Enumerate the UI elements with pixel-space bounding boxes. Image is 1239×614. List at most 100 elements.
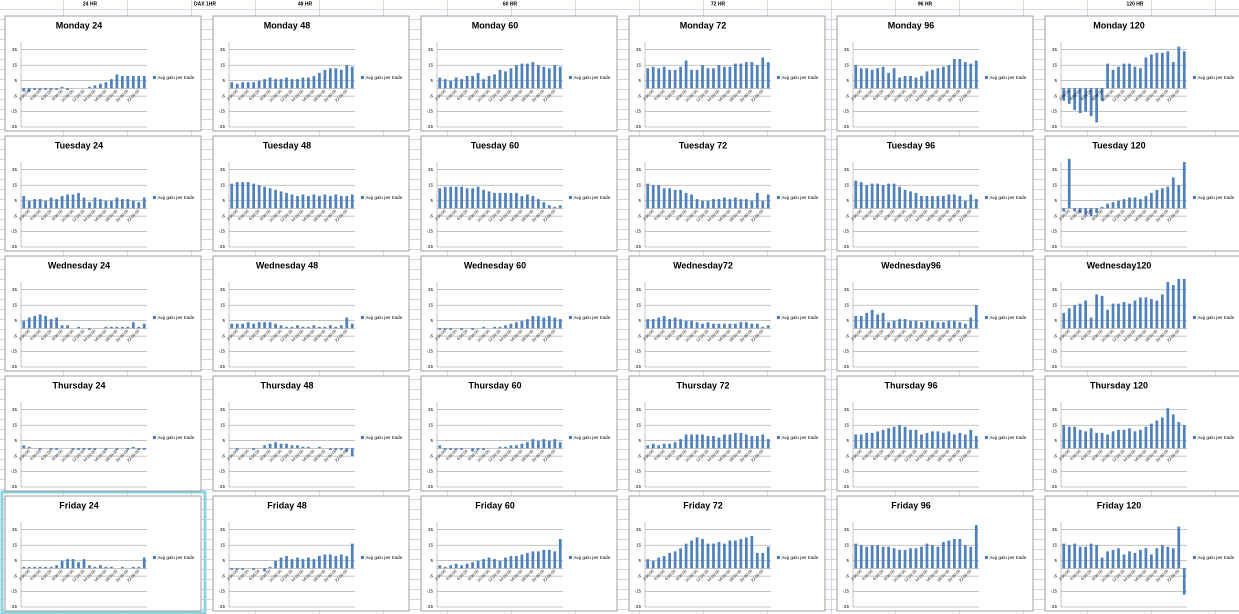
bar: [290, 194, 294, 209]
chart-frame[interactable]: [628, 15, 826, 132]
chart-title: Wednesday72: [673, 260, 733, 270]
chart-frame[interactable]: [420, 15, 618, 132]
bar: [969, 63, 973, 89]
chart-frame[interactable]: [4, 135, 202, 252]
chart-frame[interactable]: [628, 375, 826, 492]
legend-label: Avg gain per trade: [782, 555, 819, 560]
y-tick-label: -5: [221, 93, 225, 98]
bar: [723, 197, 726, 209]
chart-frame[interactable]: [4, 495, 202, 612]
bar: [328, 554, 332, 569]
bar: [99, 199, 102, 209]
y-tick-label: -15: [1050, 349, 1057, 354]
bar: [476, 448, 480, 450]
bar: [734, 197, 737, 209]
y-tick-label: -25: [634, 604, 641, 609]
chart-frame[interactable]: [1044, 255, 1239, 372]
bar: [1171, 285, 1175, 329]
bar: [520, 196, 524, 209]
chart-frame[interactable]: [836, 135, 1034, 252]
bar: [498, 326, 502, 329]
chart-frame[interactable]: [836, 15, 1034, 132]
bar: [876, 431, 880, 449]
y-tick-label: -25: [634, 124, 641, 129]
chart-frame[interactable]: [4, 375, 202, 492]
bar: [274, 189, 277, 209]
chart-title: Monday 60: [472, 20, 519, 30]
chart-frame[interactable]: [420, 135, 618, 252]
chart-frame[interactable]: [836, 255, 1034, 372]
bar: [766, 325, 770, 329]
chart-frame[interactable]: [628, 495, 826, 612]
bar: [679, 439, 682, 449]
chart-frame[interactable]: [628, 135, 826, 252]
bar: [952, 59, 956, 89]
legend-swatch: [569, 76, 572, 79]
chart-frame[interactable]: [4, 255, 202, 372]
chart-frame[interactable]: [212, 495, 410, 612]
bar: [909, 191, 912, 209]
y-tick-label: 15: [12, 422, 18, 427]
chart-frame[interactable]: [1044, 135, 1239, 252]
bar: [728, 323, 732, 329]
bar: [520, 554, 524, 569]
bar: [312, 559, 316, 569]
chart-frame[interactable]: [1044, 15, 1239, 132]
bar: [77, 326, 80, 329]
bar: [761, 552, 765, 569]
chart-title: Thursday 72: [676, 380, 729, 390]
chart-frame[interactable]: [628, 255, 826, 372]
y-tick-label: -15: [426, 229, 433, 234]
bar: [651, 185, 655, 209]
chart-frame[interactable]: [212, 375, 410, 492]
bar: [952, 194, 956, 209]
y-tick-label: -25: [1050, 244, 1057, 249]
bar: [230, 183, 234, 209]
bar: [755, 436, 759, 449]
bar: [235, 448, 239, 450]
chart-frame[interactable]: [420, 495, 618, 612]
legend-label: Avg gain per trade: [158, 555, 195, 560]
chart-frame[interactable]: [1044, 375, 1239, 492]
legend-swatch: [569, 436, 572, 439]
y-tick-label: -25: [426, 484, 433, 489]
bar: [920, 322, 923, 329]
bar: [1160, 52, 1164, 89]
chart-frame[interactable]: [836, 495, 1034, 612]
chart-frame[interactable]: [420, 375, 618, 492]
bar: [504, 192, 507, 209]
y-tick-label: 15: [12, 302, 18, 307]
bar: [482, 448, 485, 450]
bar: [744, 537, 748, 569]
chart-frame[interactable]: [1044, 495, 1239, 612]
bar: [1155, 52, 1159, 89]
y-tick-label: -15: [10, 109, 17, 114]
bar: [137, 566, 141, 569]
bar: [679, 66, 682, 89]
chart-frame[interactable]: [212, 15, 410, 132]
chart-frame[interactable]: [420, 255, 618, 372]
legend-label: Avg gain per trade: [782, 195, 819, 200]
bar: [881, 429, 885, 449]
y-tick-label: -15: [426, 469, 433, 474]
y-tick-label: 5: [430, 198, 433, 203]
bar: [1100, 557, 1104, 569]
chart-frame[interactable]: [212, 255, 410, 372]
bar: [739, 63, 743, 89]
bar: [963, 200, 967, 209]
bar: [892, 320, 896, 329]
chart-frame[interactable]: [836, 375, 1034, 492]
bar: [668, 69, 672, 89]
bar: [947, 194, 951, 209]
bar: [1150, 423, 1153, 449]
bar: [438, 188, 442, 209]
legend-label: Avg gain per trade: [990, 315, 1027, 320]
bar: [471, 328, 474, 330]
bar: [1182, 568, 1186, 595]
legend-label: Avg gain per trade: [366, 75, 403, 80]
chart-frame[interactable]: [212, 135, 410, 252]
column-header: 96 HR: [918, 1, 933, 7]
bar: [60, 196, 64, 209]
chart-frame[interactable]: [4, 15, 202, 132]
bar: [865, 312, 869, 329]
